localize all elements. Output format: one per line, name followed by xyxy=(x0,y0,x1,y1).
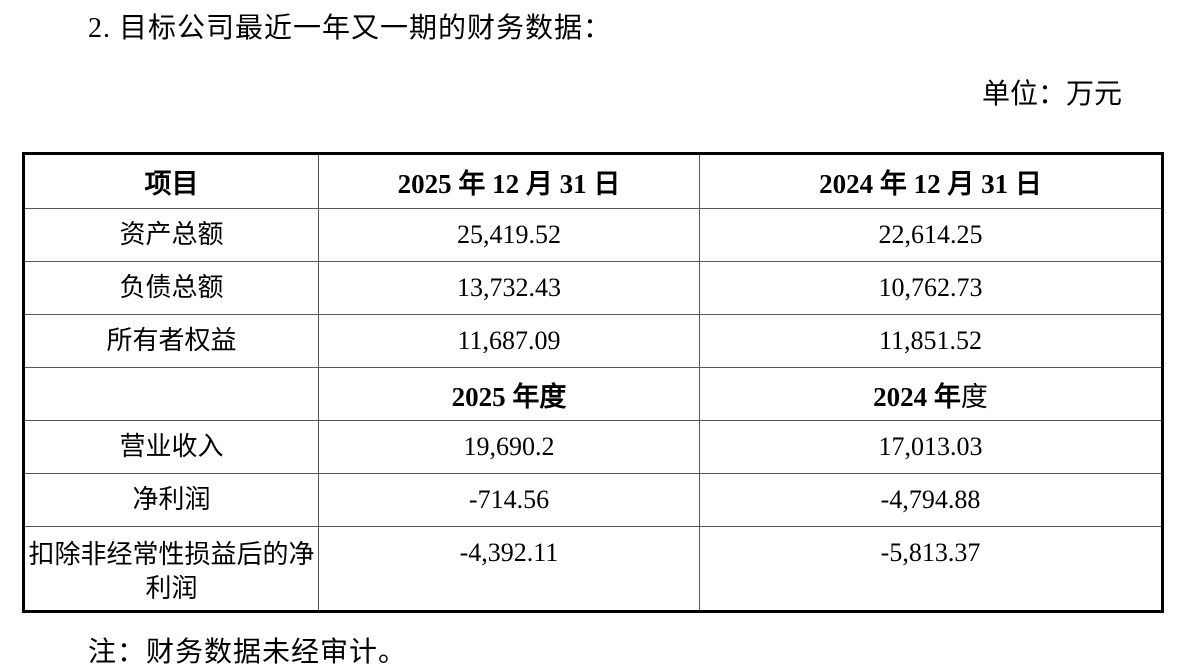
financial-data-table: 项目 2025 年 12 月 31 日 2024 年 12 月 31 日 资产总… xyxy=(22,152,1164,613)
value-2024: 10,762.73 xyxy=(699,261,1163,315)
period-2024: 2024 年度 xyxy=(699,367,1163,421)
value-2024: 17,013.03 xyxy=(699,420,1163,474)
row-label: 营业收入 xyxy=(23,420,319,474)
header-date-2024: 2024 年 12 月 31 日 xyxy=(699,153,1163,209)
value-2025: 13,732.43 xyxy=(318,261,700,315)
table-row-operating-revenue: 营业收入 19,690.2 17,013.03 xyxy=(23,420,1163,474)
period-2025: 2025 年度 xyxy=(318,367,700,421)
table-row-total-assets: 资产总额 25,419.52 22,614.25 xyxy=(23,208,1163,262)
value-2024: -5,813.37 xyxy=(699,526,1163,612)
table-header-row: 项目 2025 年 12 月 31 日 2024 年 12 月 31 日 xyxy=(23,153,1163,209)
period-2024-year: 2024 年 xyxy=(873,381,961,412)
header-item: 项目 xyxy=(23,153,319,209)
value-2024: 22,614.25 xyxy=(699,208,1163,262)
empty-cell xyxy=(23,367,319,421)
value-2025: 19,690.2 xyxy=(318,420,700,474)
row-label: 负债总额 xyxy=(23,261,319,315)
row-label: 所有者权益 xyxy=(23,314,319,368)
table-row-net-profit: 净利润 -714.56 -4,794.88 xyxy=(23,473,1163,527)
value-2025: 11,687.09 xyxy=(318,314,700,368)
row-label: 净利润 xyxy=(23,473,319,527)
row-label: 扣除非经常性损益后的净利润 xyxy=(23,526,319,612)
table-period-header-row: 2025 年度 2024 年度 xyxy=(23,367,1163,421)
table-row-total-liabilities: 负债总额 13,732.43 10,762.73 xyxy=(23,261,1163,315)
value-2025: 25,419.52 xyxy=(318,208,700,262)
table-row-owners-equity: 所有者权益 11,687.09 11,851.52 xyxy=(23,314,1163,368)
value-2024: -4,794.88 xyxy=(699,473,1163,527)
table-row-net-profit-excl-nonrecurring: 扣除非经常性损益后的净利润 -4,392.11 -5,813.37 xyxy=(23,526,1163,612)
value-2025: -714.56 xyxy=(318,473,700,527)
value-2024: 11,851.52 xyxy=(699,314,1163,368)
row-label: 资产总额 xyxy=(23,208,319,262)
header-date-2025: 2025 年 12 月 31 日 xyxy=(318,153,700,209)
period-2024-suffix: 度 xyxy=(960,381,988,412)
unit-label: 单位：万元 xyxy=(981,79,1122,110)
footnote: 注：财务数据未经审计。 xyxy=(88,637,408,668)
section-title: 2. 目标公司最近一年又一期的财务数据： xyxy=(88,13,613,44)
value-2025: -4,392.11 xyxy=(318,526,700,612)
